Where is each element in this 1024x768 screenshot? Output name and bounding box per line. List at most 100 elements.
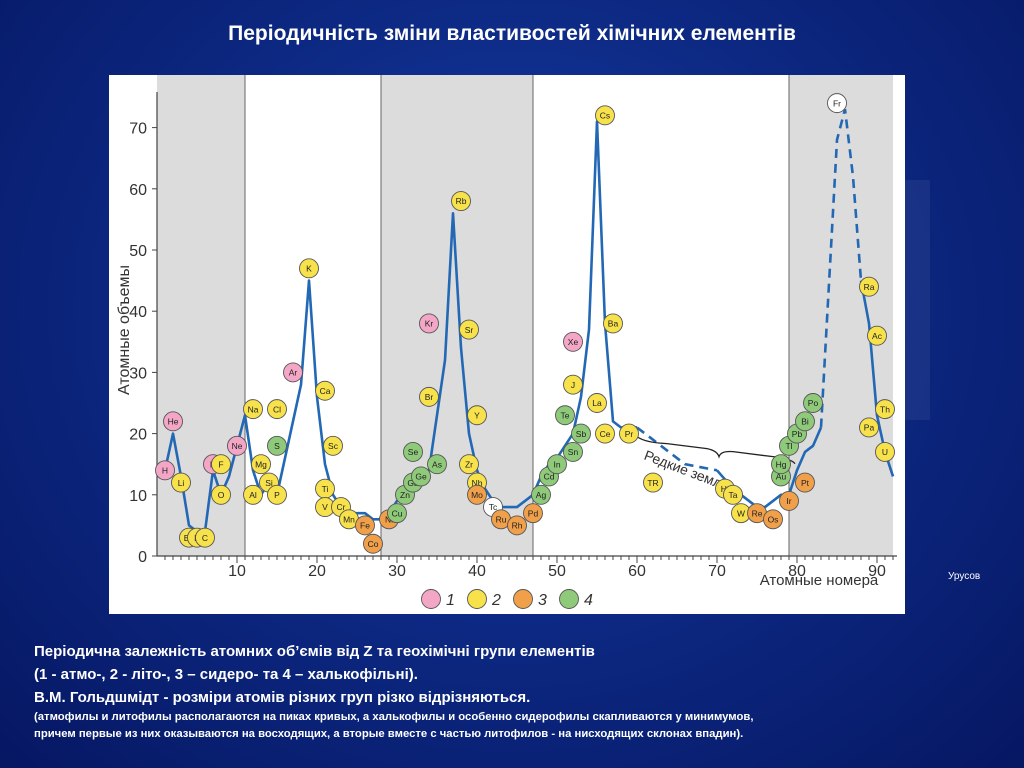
element-symbol-ni: Ni bbox=[385, 514, 393, 524]
element-symbol-te: Te bbox=[561, 410, 570, 420]
element-marker-rb bbox=[451, 191, 471, 211]
element-marker-u bbox=[875, 442, 895, 462]
element-symbol-tc: Tc bbox=[489, 502, 498, 512]
element-symbol-cu: Cu bbox=[392, 508, 403, 518]
chart-panel: 0 10 20 30 40 50 60 70 10 20 30 40 50 60 70 80 90 Атомные… bbox=[109, 75, 905, 614]
element-marker-te bbox=[555, 405, 575, 426]
caption-line-3: В.М. Гольдшмідт - розміри атомів різних … bbox=[34, 689, 531, 706]
x-tick-label: 60 bbox=[628, 563, 646, 580]
x-tick-label: 30 bbox=[388, 563, 406, 580]
element-symbol-tl: Tl bbox=[785, 441, 792, 451]
element-marker-he bbox=[163, 411, 183, 432]
element-symbol-po: Po bbox=[808, 398, 819, 408]
element-marker-ta bbox=[723, 484, 743, 505]
element-marker-ir bbox=[779, 490, 799, 511]
element-symbol-ti: Ti bbox=[322, 484, 329, 494]
element-marker-kr bbox=[419, 313, 439, 334]
element-marker-cs bbox=[595, 105, 615, 126]
x-tick-label: 70 bbox=[708, 563, 726, 580]
element-symbol-nb: Nb bbox=[472, 478, 483, 488]
element-symbol-pt: Pt bbox=[801, 478, 810, 488]
element-marker-tr bbox=[643, 472, 663, 493]
element-marker-ca bbox=[315, 380, 335, 401]
y-axis-title: Атомные объемы bbox=[116, 265, 133, 395]
x-tick-label: 50 bbox=[548, 563, 566, 580]
caption: Періодична залежність атомних об’ємів ві… bbox=[34, 640, 1014, 743]
element-marker-la bbox=[587, 393, 607, 413]
caption-small-line-1: (атмофилы и литофилы располагаются на пи… bbox=[34, 711, 754, 723]
element-symbol-la: La bbox=[592, 398, 602, 408]
element-symbol-ag: Ag bbox=[536, 490, 547, 500]
element-marker-s bbox=[267, 435, 287, 456]
element-symbol-zr: Zr bbox=[465, 459, 473, 469]
y-tick-label: 0 bbox=[138, 549, 147, 566]
element-symbol-al: Al bbox=[249, 490, 257, 500]
element-marker-y bbox=[467, 405, 487, 426]
element-symbol-as: As bbox=[432, 459, 442, 469]
element-symbol-fr: Fr bbox=[833, 98, 841, 108]
element-marker-xe bbox=[563, 331, 583, 352]
element-symbol-hg: Hg bbox=[776, 459, 787, 469]
element-marker-as bbox=[427, 454, 447, 475]
element-symbol-li: Li bbox=[178, 478, 185, 488]
caption-line-1: Періодична залежність атомних об’ємів ві… bbox=[34, 643, 595, 660]
element-marker-k bbox=[299, 258, 319, 279]
y-tick-label: 50 bbox=[129, 243, 147, 260]
element-marker-pd bbox=[523, 503, 543, 524]
source-note: Урусов bbox=[948, 571, 981, 582]
element-symbol-o: O bbox=[218, 490, 225, 500]
element-symbol-fe: Fe bbox=[360, 521, 370, 531]
element-symbol-xe: Xe bbox=[568, 337, 579, 347]
element-marker-c bbox=[195, 527, 215, 548]
element-symbol-f: F bbox=[218, 459, 223, 469]
y-tick-label: 70 bbox=[129, 121, 147, 138]
element-marker-f bbox=[211, 454, 231, 475]
element-symbol-ca: Ca bbox=[320, 386, 331, 396]
element-marker-j bbox=[563, 374, 583, 395]
element-symbol-j: J bbox=[571, 380, 575, 390]
y-tick-label: 40 bbox=[129, 304, 147, 321]
legend-marker-4 bbox=[559, 589, 579, 609]
element-marker-sc bbox=[323, 435, 343, 456]
element-symbol-ga: Ga bbox=[407, 478, 419, 488]
element-marker-ne bbox=[227, 435, 247, 456]
element-symbol-pr: Pr bbox=[625, 429, 634, 439]
element-symbol-ba: Ba bbox=[608, 319, 619, 329]
element-marker-p bbox=[267, 484, 287, 505]
element-symbol-mg: Mg bbox=[255, 459, 267, 469]
element-marker-ce bbox=[595, 423, 615, 444]
x-tick-label: 10 bbox=[228, 563, 246, 580]
element-marker-th bbox=[875, 399, 895, 420]
y-tick-label: 30 bbox=[129, 365, 147, 382]
element-symbol-kr: Kr bbox=[425, 319, 434, 329]
element-marker-ag bbox=[531, 484, 551, 505]
legend-marker-2 bbox=[467, 589, 487, 609]
x-tick-label: 40 bbox=[468, 563, 486, 580]
legend-label-3: 3 bbox=[538, 592, 547, 609]
element-symbol-sb: Sb bbox=[576, 429, 587, 439]
element-symbol-cr: Cr bbox=[337, 502, 346, 512]
element-marker-br bbox=[419, 386, 439, 407]
element-symbol-ne: Ne bbox=[232, 441, 243, 451]
element-symbol-sn: Sn bbox=[568, 447, 579, 457]
element-symbol-c: C bbox=[202, 533, 208, 543]
element-symbol-in: In bbox=[553, 459, 560, 469]
element-symbol-s: S bbox=[274, 441, 280, 451]
element-symbol-ge: Ge bbox=[415, 472, 427, 482]
legend-marker-1 bbox=[421, 589, 441, 609]
legend-label-4: 4 bbox=[584, 592, 593, 609]
legend-marker-3 bbox=[513, 589, 533, 609]
element-marker-ra bbox=[859, 276, 879, 297]
element-marker-fe bbox=[355, 515, 375, 536]
element-symbol-rb: Rb bbox=[456, 196, 467, 206]
element-marker-po bbox=[803, 393, 823, 413]
y-tick-label: 20 bbox=[129, 427, 147, 444]
element-symbol-sc: Sc bbox=[328, 441, 339, 451]
element-symbol-os: Os bbox=[768, 514, 779, 524]
element-marker-bi bbox=[795, 411, 815, 432]
x-tick-label: 20 bbox=[308, 563, 326, 580]
element-marker-rh bbox=[507, 515, 527, 536]
element-marker-fr bbox=[827, 93, 847, 114]
element-marker-pr bbox=[619, 423, 639, 444]
